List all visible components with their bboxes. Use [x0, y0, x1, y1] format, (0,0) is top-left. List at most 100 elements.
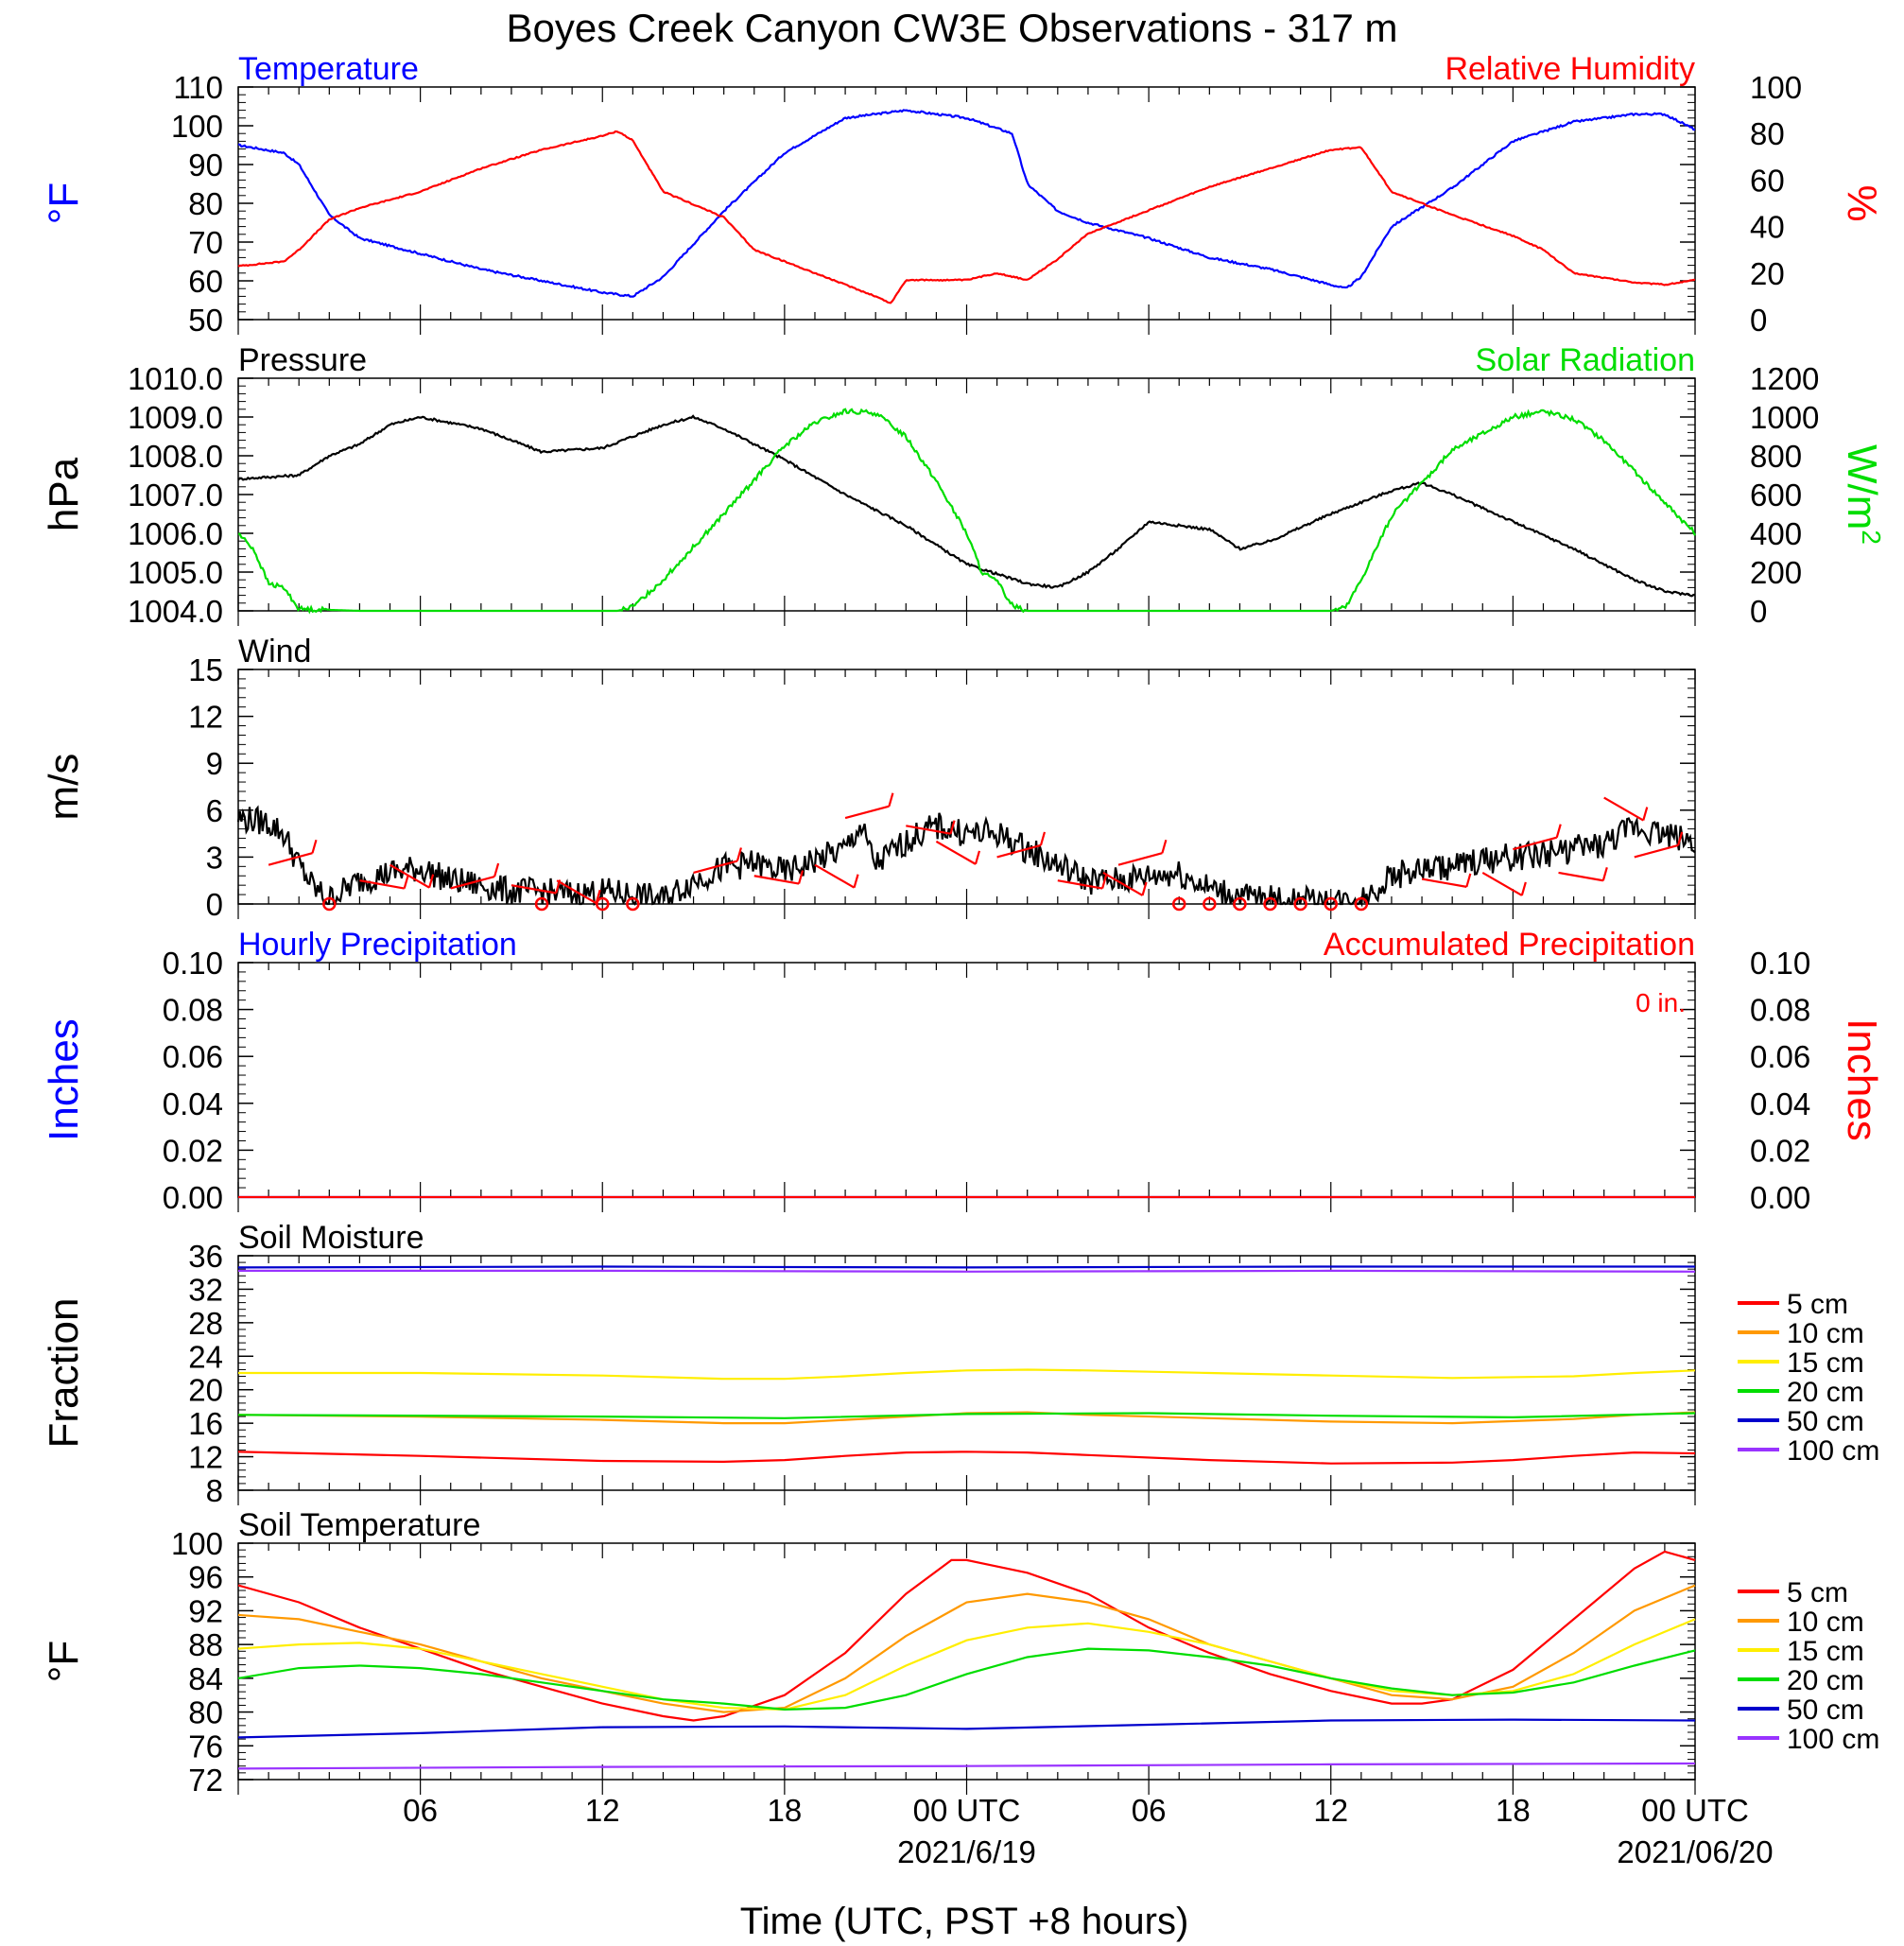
- y2-tick-label: 200: [1750, 555, 1802, 590]
- y2-axis-title: Inches: [1839, 1018, 1885, 1141]
- y-tick-label: 32: [188, 1272, 223, 1307]
- panel-left-label: Temperature: [238, 51, 419, 87]
- chart-title: Boyes Creek Canyon CW3E Observations - 3…: [506, 6, 1397, 50]
- wind-barb: [450, 875, 495, 890]
- panel-right-label: Solar Radiation: [1476, 342, 1695, 378]
- legend-label: 15 cm: [1787, 1347, 1864, 1379]
- y-tick-label: 92: [188, 1593, 223, 1628]
- legend-label: 50 cm: [1787, 1694, 1864, 1726]
- panel-left-label: Pressure: [238, 342, 367, 378]
- y-tick-label: 72: [188, 1763, 223, 1798]
- y-tick-label: 1005.0: [128, 555, 223, 590]
- wind-barb: [906, 825, 951, 835]
- wind-barb-flag: [428, 874, 435, 888]
- y2-tick-label: 100: [1750, 70, 1802, 105]
- y-tick-label: 3: [206, 840, 223, 875]
- y-tick-label: 100: [171, 1526, 223, 1561]
- series-line-3-1: [236, 805, 1696, 908]
- calm-wind-marker: [1324, 896, 1338, 912]
- x-date-label: 2021/06/20: [1617, 1834, 1773, 1869]
- x-tick-label: 12: [585, 1793, 620, 1828]
- y-tick-label: 28: [188, 1306, 223, 1341]
- x-tick-label: 06: [1132, 1793, 1167, 1828]
- y2-tick-label: 0.10: [1750, 946, 1810, 981]
- y-tick-label: 100: [171, 109, 223, 144]
- y2-tick-label: 0.02: [1750, 1133, 1810, 1168]
- wind-barb: [1117, 852, 1163, 866]
- y2-tick-label: 20: [1750, 256, 1785, 291]
- y-tick-label: 0.06: [163, 1039, 223, 1074]
- x-tick-label: 18: [1496, 1793, 1531, 1828]
- wind-barb: [844, 805, 890, 820]
- y-tick-label: 1006.0: [128, 516, 223, 551]
- y2-tick-label: 0.04: [1750, 1086, 1810, 1121]
- calm-wind-marker: [1354, 896, 1369, 912]
- panel-1: 50 60 70 80 90 100 110 0 20 40 60 80 100 Temperature R…: [41, 51, 1885, 338]
- x-axis-title: Time (UTC, PST +8 hours): [740, 1901, 1189, 1942]
- wind-barb-flag: [403, 875, 409, 889]
- wind-barb-flag: [1101, 875, 1108, 889]
- calm-wind-marker: [1171, 896, 1186, 912]
- y-tick-label: 1009.0: [128, 400, 223, 435]
- y-axis-title: m/s: [41, 754, 87, 821]
- y-tick-label: 16: [188, 1406, 223, 1441]
- y-axis-title: °F: [41, 182, 87, 224]
- series-line-5-5: [237, 1265, 1695, 1269]
- series-line-5-2: [237, 1411, 1696, 1425]
- y-tick-label: 12: [188, 1440, 223, 1475]
- series-line-5-6: [238, 1269, 1696, 1273]
- calm-wind-marker: [596, 896, 610, 912]
- y-tick-label: 1010.0: [128, 361, 223, 396]
- y-axis-title: Inches: [41, 1018, 87, 1141]
- series-line-6-5: [237, 1718, 1696, 1739]
- x-tick-label: 00 UTC: [913, 1793, 1021, 1828]
- y2-axis-title: W/m2: [1839, 444, 1887, 545]
- y-tick-label: 0.04: [163, 1086, 223, 1121]
- legend-label: 5 cm: [1787, 1289, 1848, 1320]
- y-tick-label: 9: [206, 746, 223, 781]
- calm-wind-marker: [1203, 896, 1217, 912]
- calm-wind-marker: [322, 896, 337, 912]
- plot-frame: [237, 377, 1696, 612]
- series-line-6-1: [237, 1550, 1696, 1722]
- y-tick-label: 1007.0: [128, 478, 223, 513]
- y-tick-label: 90: [188, 148, 223, 182]
- y-tick-label: 6: [206, 793, 223, 828]
- wind-barb-flag: [736, 847, 742, 861]
- wind-barb: [1421, 877, 1467, 888]
- wind-barb: [359, 879, 405, 890]
- calm-wind-marker: [1263, 896, 1277, 912]
- y-tick-label: 24: [188, 1339, 223, 1374]
- series-line-6-6: [237, 1762, 1696, 1770]
- plot-frame: [237, 669, 1696, 905]
- legend-label: 20 cm: [1787, 1665, 1864, 1696]
- y2-tick-label: 800: [1750, 439, 1802, 474]
- y2-tick-label: 0: [1750, 594, 1767, 629]
- y-tick-label: 1004.0: [128, 594, 223, 629]
- wind-barb: [753, 875, 800, 885]
- wind-barb-flag: [595, 889, 601, 904]
- y2-tick-label: 40: [1750, 210, 1785, 245]
- wind-barb-flag: [493, 862, 500, 877]
- y-tick-label: 36: [188, 1239, 223, 1274]
- panel-left-label: Soil Moisture: [238, 1220, 424, 1256]
- wind-barb-flag: [1039, 831, 1047, 846]
- series-line-1-2: [237, 130, 1696, 304]
- y-tick-label: 12: [188, 700, 223, 735]
- wind-barb: [1634, 843, 1679, 859]
- wind-barb-flag: [1520, 881, 1527, 896]
- legend-label: 10 cm: [1787, 1607, 1864, 1638]
- wind-barb: [556, 879, 597, 905]
- y-tick-label: 80: [188, 186, 223, 221]
- legend-label: 5 cm: [1787, 1577, 1848, 1608]
- panel-4: 0.00 0.02 0.04 0.06 0.08 0.10 0.00 0.02 0.04 0.06…: [41, 927, 1885, 1215]
- wind-barb: [693, 860, 738, 874]
- calm-wind-marker: [1293, 896, 1307, 912]
- wind-barb: [511, 884, 557, 895]
- x-axis: 06 12 18 00 UTC 06 12 18 00 UTC 2021/6/19 2021/06…: [403, 1793, 1773, 1869]
- calm-wind-marker: [534, 896, 549, 912]
- y-axis-title: °F: [41, 1641, 87, 1682]
